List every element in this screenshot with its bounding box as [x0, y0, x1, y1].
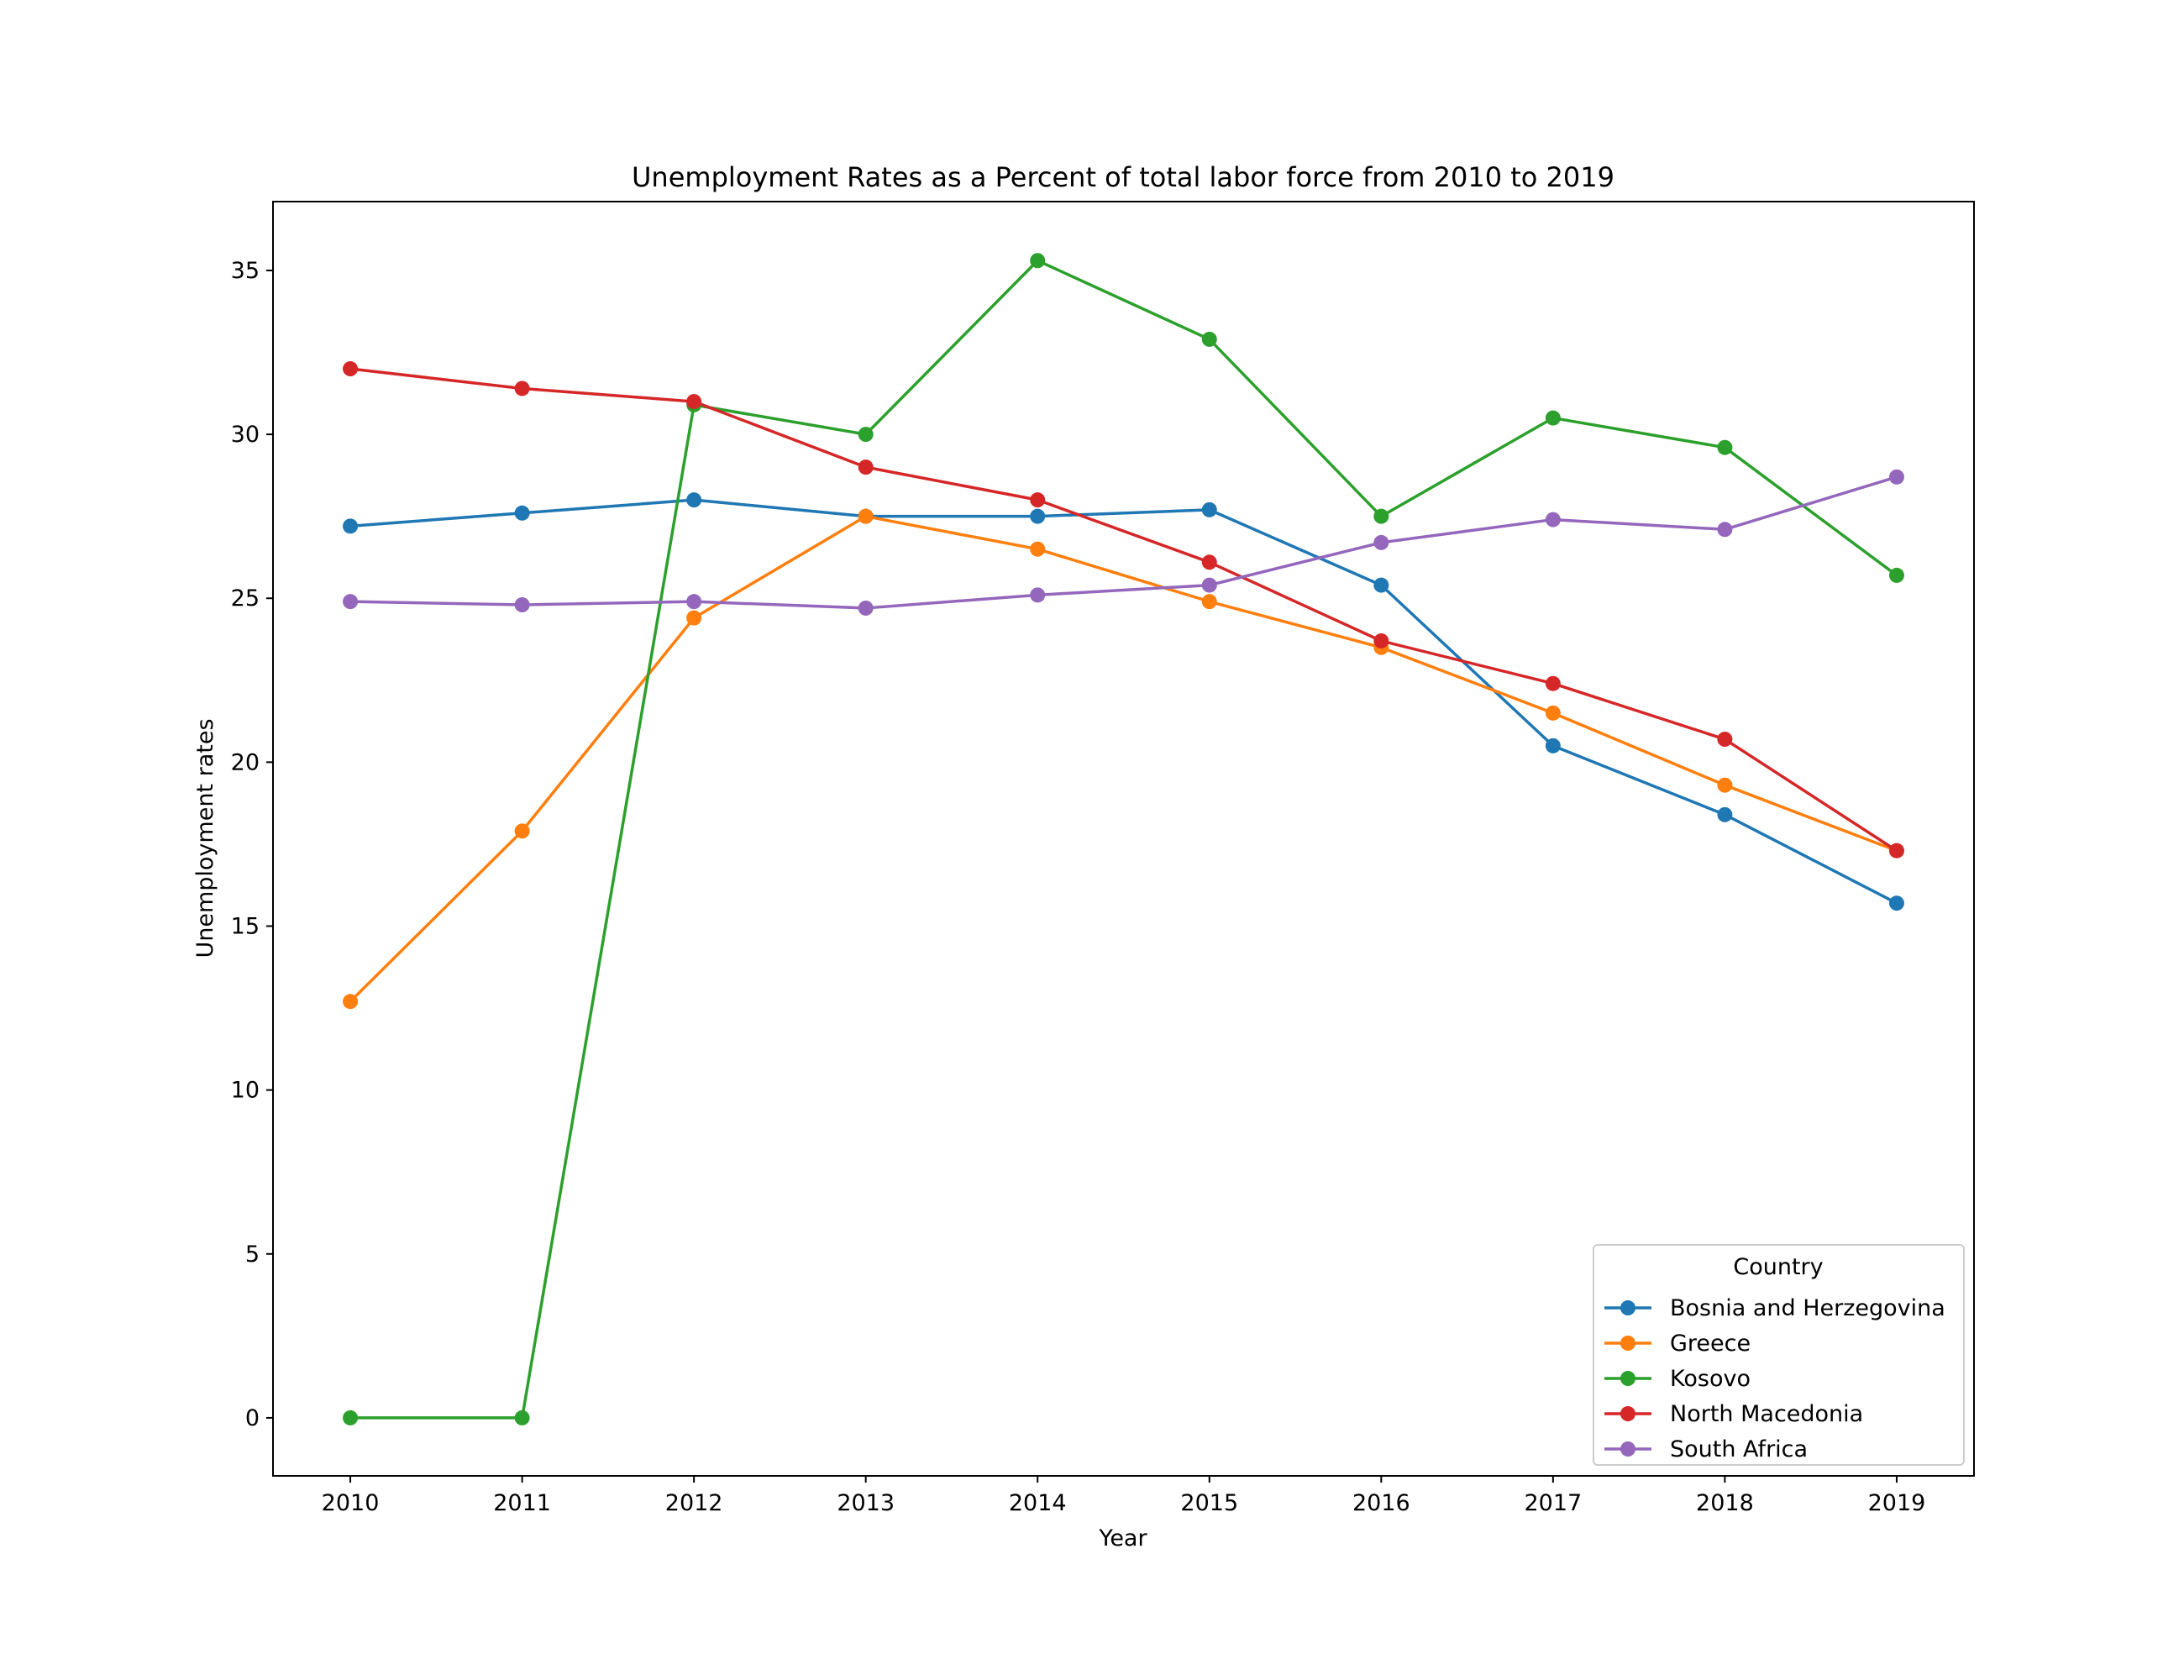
data-point-north-macedonia — [343, 361, 359, 377]
data-point-bosnia-and-herzegovina — [1717, 806, 1733, 822]
y-tick-label: 25 — [231, 585, 260, 612]
data-point-kosovo — [1201, 331, 1217, 347]
data-point-kosovo — [1717, 439, 1733, 455]
x-tick-label: 2015 — [1180, 1490, 1238, 1516]
data-point-bosnia-and-herzegovina — [1030, 508, 1046, 524]
legend-item-kosovo: Kosovo — [1604, 1366, 1751, 1392]
data-point-south-africa — [514, 597, 530, 613]
y-axis-label: Unemployment rates — [192, 718, 218, 958]
legend-item-greece: Greece — [1604, 1331, 1751, 1357]
data-point-south-africa — [858, 600, 874, 616]
series-line-south-africa — [350, 475, 1898, 610]
chart-title: Unemployment Rates as a Percent of total… — [632, 161, 1614, 193]
data-point-north-macedonia — [1888, 843, 1904, 858]
data-point-greece — [1030, 541, 1046, 557]
data-point-kosovo — [1373, 508, 1389, 524]
data-point-greece — [1717, 777, 1733, 793]
data-point-bosnia-and-herzegovina — [1545, 738, 1561, 753]
plot-frame — [272, 201, 1975, 1477]
data-point-south-africa — [1545, 512, 1561, 528]
data-point-north-macedonia — [1030, 492, 1046, 508]
legend-swatch-marker — [1620, 1336, 1635, 1351]
data-point-greece — [1201, 594, 1217, 610]
legend: Country Bosnia and Herzegovina Greece Koso… — [1593, 1244, 1965, 1466]
y-axis: 0 5 10 15 20 25 30 35 — [231, 258, 273, 1431]
x-tick-label: 2019 — [1868, 1490, 1926, 1516]
legend-label: Greece — [1670, 1331, 1751, 1357]
y-tick-label: 5 — [245, 1242, 260, 1268]
data-point-north-macedonia — [1545, 675, 1561, 691]
data-point-north-macedonia — [686, 394, 702, 410]
y-tick-label: 0 — [245, 1405, 260, 1431]
series-north-macedonia — [343, 361, 1904, 858]
y-tick-label: 15 — [231, 914, 260, 940]
y-tick-label: 10 — [231, 1078, 260, 1104]
x-axis: 2010 2011 2012 2013 2014 2015 2016 2017 2018 2019 — [322, 1476, 1926, 1516]
data-point-greece — [686, 610, 702, 626]
y-tick-label: 35 — [231, 258, 260, 284]
data-point-south-africa — [1717, 522, 1733, 538]
legend-title: Country — [1733, 1254, 1823, 1280]
legend-label: Kosovo — [1670, 1366, 1751, 1392]
data-point-kosovo — [858, 427, 874, 443]
x-tick-label: 2012 — [665, 1490, 723, 1516]
series-layer — [343, 253, 1904, 1425]
legend-swatch-marker — [1620, 1406, 1635, 1421]
x-axis-label: Year — [1098, 1525, 1147, 1551]
legend-label: North Macedonia — [1670, 1401, 1863, 1427]
data-point-south-africa — [686, 594, 702, 610]
data-point-kosovo — [1888, 567, 1904, 583]
series-line-greece — [349, 514, 1898, 1003]
data-point-bosnia-and-herzegovina — [343, 518, 359, 534]
x-tick-label: 2016 — [1352, 1490, 1410, 1516]
legend-item-north-macedonia: North Macedonia — [1604, 1401, 1863, 1427]
y-tick-label: 20 — [231, 749, 260, 775]
data-point-greece — [858, 508, 874, 524]
data-point-kosovo — [343, 1410, 359, 1425]
x-tick-label: 2011 — [493, 1490, 551, 1516]
data-point-north-macedonia — [514, 381, 530, 396]
data-point-south-africa — [343, 594, 359, 610]
data-point-greece — [1545, 705, 1561, 721]
data-point-kosovo — [1030, 253, 1046, 269]
legend-swatch-marker — [1620, 1441, 1635, 1457]
data-point-north-macedonia — [1373, 633, 1389, 648]
legend-items: Bosnia and Herzegovina Greece Kosovo North … — [1604, 1295, 1945, 1462]
x-tick-label: 2013 — [837, 1490, 895, 1516]
x-tick-label: 2017 — [1525, 1490, 1583, 1516]
data-point-kosovo — [514, 1410, 530, 1425]
data-point-greece — [514, 823, 530, 839]
legend-item-bosnia-and-herzegovina: Bosnia and Herzegovina — [1604, 1295, 1945, 1321]
data-point-bosnia-and-herzegovina — [686, 492, 702, 508]
data-point-south-africa — [1888, 469, 1904, 485]
data-point-bosnia-and-herzegovina — [1888, 895, 1904, 911]
legend-swatch-marker — [1620, 1300, 1635, 1315]
series-south-africa — [343, 469, 1904, 616]
series-line-north-macedonia — [349, 367, 1898, 853]
data-point-north-macedonia — [1201, 554, 1217, 570]
legend-label: South Africa — [1670, 1436, 1808, 1462]
data-point-south-africa — [1373, 534, 1389, 550]
x-tick-label: 2014 — [1009, 1490, 1067, 1516]
data-point-north-macedonia — [858, 459, 874, 475]
legend-item-south-africa: South Africa — [1604, 1436, 1808, 1462]
data-point-greece — [343, 994, 359, 1010]
data-point-bosnia-and-herzegovina — [1373, 577, 1389, 593]
legend-swatch-marker — [1620, 1371, 1635, 1386]
data-point-north-macedonia — [1717, 732, 1733, 748]
x-tick-label: 2018 — [1696, 1490, 1754, 1516]
legend-box — [1593, 1244, 1965, 1466]
series-line-kosovo — [350, 259, 1898, 1420]
data-point-bosnia-and-herzegovina — [1201, 501, 1217, 517]
data-point-south-africa — [1201, 577, 1217, 593]
data-point-kosovo — [1545, 410, 1561, 426]
data-point-south-africa — [1030, 587, 1046, 603]
legend-label: Bosnia and Herzegovina — [1670, 1295, 1945, 1321]
x-tick-label: 2010 — [322, 1490, 380, 1516]
data-point-bosnia-and-herzegovina — [514, 505, 530, 521]
series-line-bosnia-and-herzegovina — [349, 498, 1898, 905]
y-tick-label: 30 — [231, 422, 260, 448]
